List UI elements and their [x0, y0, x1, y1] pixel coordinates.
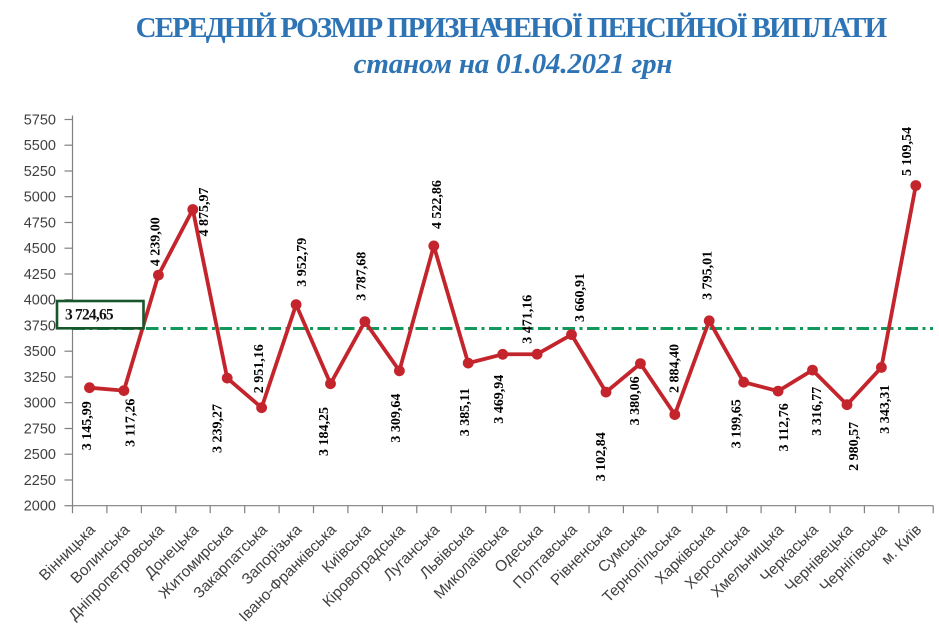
svg-text:3500: 3500 [24, 344, 56, 360]
svg-text:4500: 4500 [24, 241, 56, 257]
svg-text:3 102,84: 3 102,84 [594, 432, 609, 481]
svg-text:3 343,31: 3 343,31 [878, 385, 893, 434]
svg-text:3 795,01: 3 795,01 [701, 251, 716, 300]
svg-text:4250: 4250 [24, 267, 56, 283]
svg-text:5 109,54: 5 109,54 [900, 127, 915, 176]
svg-text:3 660,91: 3 660,91 [573, 273, 588, 322]
svg-text:3 309,64: 3 309,64 [389, 394, 404, 443]
svg-text:3 199,65: 3 199,65 [729, 399, 744, 448]
svg-text:4000: 4000 [24, 293, 56, 309]
svg-text:3 787,68: 3 787,68 [355, 252, 370, 301]
svg-text:4 239,00: 4 239,00 [149, 217, 164, 266]
svg-text:3 184,25: 3 184,25 [317, 407, 332, 456]
svg-text:3000: 3000 [24, 396, 56, 412]
svg-text:3 952,79: 3 952,79 [295, 238, 310, 287]
svg-text:3 316,77: 3 316,77 [810, 387, 825, 436]
svg-text:5500: 5500 [24, 138, 56, 154]
svg-text:3 385,11: 3 385,11 [458, 388, 473, 436]
svg-text:5250: 5250 [24, 164, 56, 180]
svg-text:2 980,57: 2 980,57 [847, 422, 862, 471]
svg-text:3 724,65: 3 724,65 [65, 307, 114, 324]
svg-text:2 951,16: 2 951,16 [252, 344, 267, 393]
svg-text:3 380,06: 3 380,06 [628, 376, 643, 425]
svg-text:3 471,16: 3 471,16 [521, 295, 536, 344]
svg-text:3 145,99: 3 145,99 [80, 401, 95, 450]
svg-text:2 884,40: 2 884,40 [667, 344, 682, 393]
svg-text:2000: 2000 [24, 499, 56, 515]
svg-text:2500: 2500 [24, 447, 56, 463]
svg-text:2250: 2250 [24, 473, 56, 489]
svg-text:3750: 3750 [24, 319, 56, 335]
svg-text:5750: 5750 [24, 113, 56, 129]
svg-text:2750: 2750 [24, 422, 56, 438]
svg-text:5000: 5000 [24, 190, 56, 206]
svg-text:4 522,86: 4 522,86 [430, 180, 445, 229]
svg-text:4 875,97: 4 875,97 [197, 188, 212, 237]
svg-text:4750: 4750 [24, 216, 56, 232]
svg-text:3 469,94: 3 469,94 [492, 375, 507, 424]
svg-text:3 239,27: 3 239,27 [210, 404, 225, 453]
svg-text:3250: 3250 [24, 370, 56, 386]
svg-text:3 117,26: 3 117,26 [123, 399, 138, 447]
svg-text:3 112,76: 3 112,76 [777, 403, 792, 451]
